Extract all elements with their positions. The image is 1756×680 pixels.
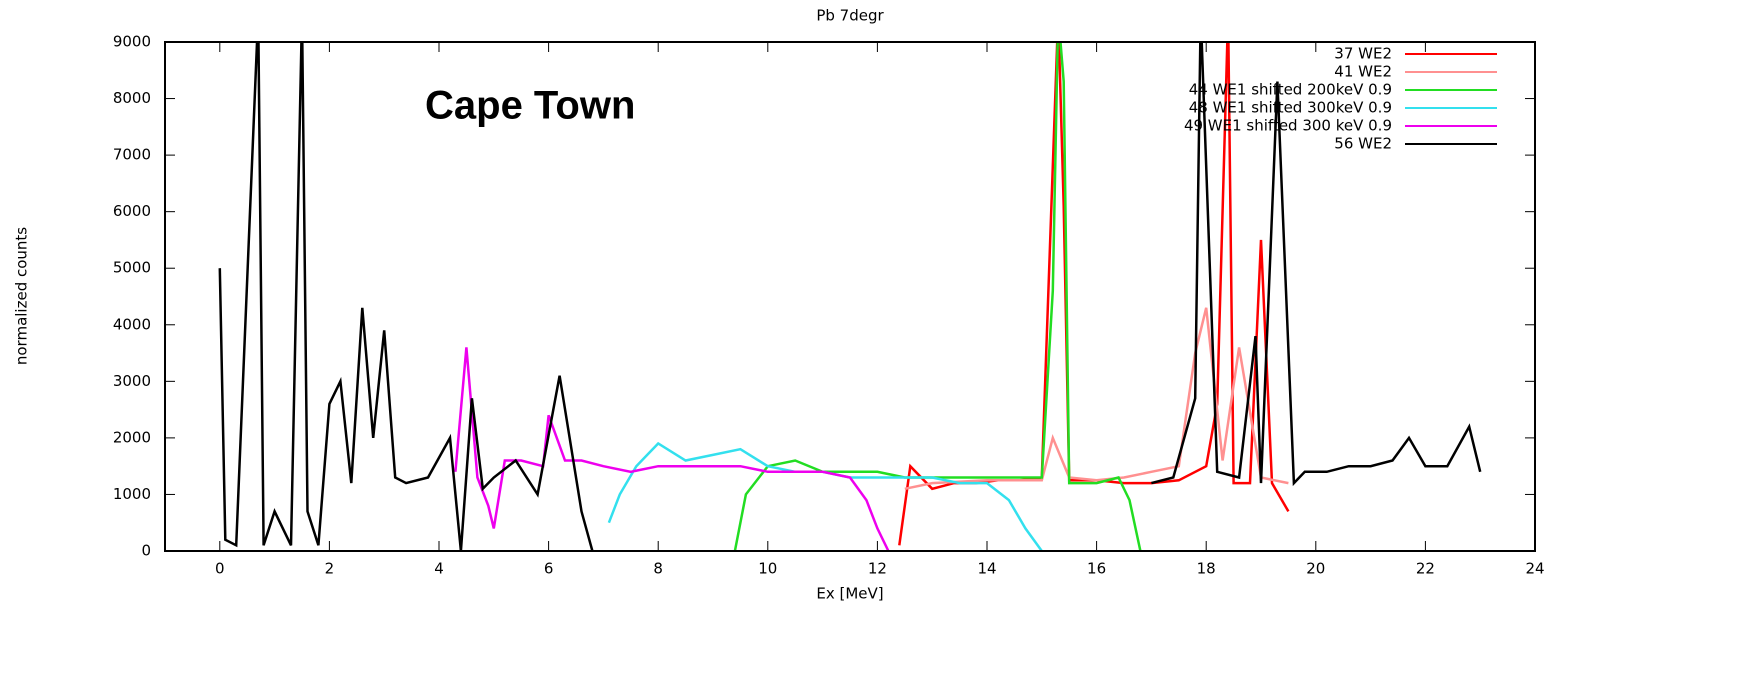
legend-label: 49 WE1 shifted 300 keV 0.9 [1184, 117, 1392, 135]
y-tick-label: 0 [141, 542, 151, 560]
x-tick-label: 14 [977, 560, 996, 578]
data-line [904, 307, 1289, 491]
y-tick-label: 4000 [113, 315, 151, 333]
x-tick-label: 0 [215, 560, 225, 578]
legend-label: 37 WE2 [1334, 45, 1392, 63]
x-tick-label: 24 [1525, 560, 1544, 578]
x-tick-label: 22 [1416, 560, 1435, 578]
y-tick-label: 5000 [113, 259, 151, 277]
x-tick-label: 16 [1087, 560, 1106, 578]
y-tick-label: 6000 [113, 202, 151, 220]
x-tick-label: 10 [758, 560, 777, 578]
x-tick-label: 18 [1197, 560, 1216, 578]
x-axis-label: Ex [MeV] [816, 585, 883, 603]
x-tick-label: 8 [653, 560, 663, 578]
chart-title: Pb 7degr [816, 7, 884, 25]
x-tick-label: 4 [434, 560, 444, 578]
y-tick-label: 9000 [113, 33, 151, 51]
x-tick-label: 6 [544, 560, 554, 578]
y-tick-label: 2000 [113, 428, 151, 446]
y-tick-label: 1000 [113, 485, 151, 503]
plot-area [218, 42, 1482, 551]
legend-label: 44 WE1 shifted 200keV 0.9 [1189, 81, 1392, 99]
legend-label: 48 WE1 shifted 300keV 0.9 [1189, 99, 1392, 117]
y-tick-label: 8000 [113, 89, 151, 107]
x-tick-label: 20 [1306, 560, 1325, 578]
annotation: Cape Town [425, 84, 635, 128]
data-line [218, 42, 1482, 551]
legend-label: 41 WE2 [1334, 63, 1392, 81]
x-tick-label: 12 [868, 560, 887, 578]
plot-frame [164, 41, 1536, 552]
y-tick-label: 3000 [113, 372, 151, 390]
x-tick-label: 2 [325, 560, 335, 578]
data-line [607, 441, 1043, 551]
y-axis-label: normalized counts [13, 227, 31, 365]
data-line [454, 347, 890, 551]
data-line [733, 42, 1142, 551]
legend-label: 56 WE2 [1334, 135, 1392, 153]
y-tick-label: 7000 [113, 146, 151, 164]
